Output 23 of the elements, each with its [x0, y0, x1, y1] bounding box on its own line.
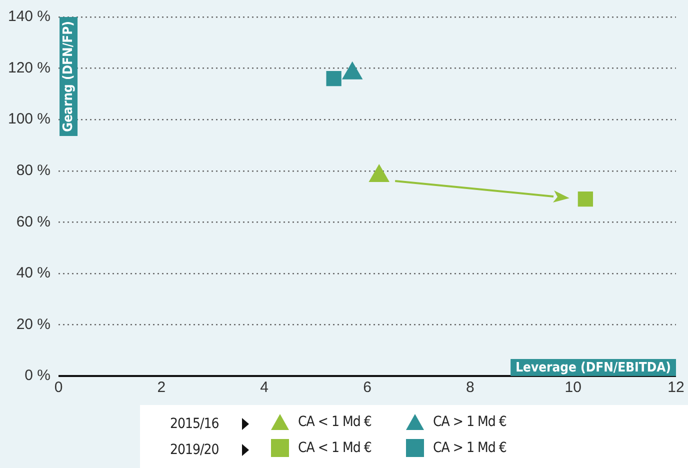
- x-axis-title: Leverage (DFN/EBITDA): [516, 360, 672, 376]
- x-tick-label: 4: [260, 379, 269, 396]
- legend-label: CA < 1 Md €: [298, 440, 372, 456]
- y-tick-label: 80 %: [16, 162, 51, 179]
- text: 2019/20: [170, 442, 220, 458]
- x-tick-label: 12: [668, 379, 684, 396]
- legend-label: CA > 1 Md €: [433, 440, 506, 456]
- y-tick-label: 140 %: [8, 8, 51, 26]
- y-tick-label: 0 %: [24, 367, 51, 384]
- y-tick-label: 40 %: [16, 264, 51, 282]
- y-axis-title: Gearng (DFN/FP): [60, 20, 76, 132]
- legend-label: CA > 1 Md €: [433, 414, 506, 430]
- x-tick-label: 2: [157, 379, 166, 396]
- text: 2015/16: [170, 416, 220, 432]
- y-tick-label: 120 %: [8, 59, 51, 76]
- y-tick-label: 60 %: [16, 213, 51, 230]
- y-tick-label: 100 %: [8, 110, 51, 128]
- x-tick-label: 10: [564, 379, 582, 396]
- x-tick-label: 8: [466, 379, 474, 396]
- y-tick-label: 20 %: [16, 316, 51, 333]
- legend-label: CA < 1 Md €: [298, 414, 372, 430]
- x-tick-label: 6: [363, 379, 372, 396]
- x-tick-label: 0: [54, 379, 63, 396]
